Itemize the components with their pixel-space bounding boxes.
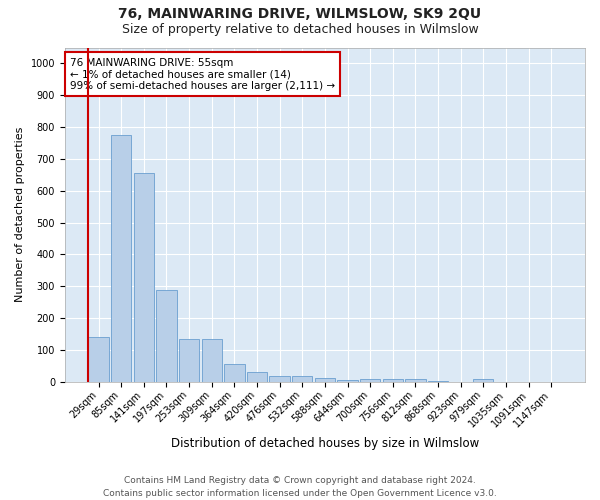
Bar (428, 381, 448, 382)
Bar (292, 376, 313, 382)
Bar (269, 376, 290, 382)
Text: 76 MAINWARING DRIVE: 55sqm
← 1% of detached houses are smaller (14)
99% of semi-: 76 MAINWARING DRIVE: 55sqm ← 1% of detac… (70, 58, 335, 90)
Bar (383, 380, 403, 382)
Bar (111, 135, 131, 382)
X-axis label: Distribution of detached houses by size in Wilmslow: Distribution of detached houses by size … (171, 437, 479, 450)
Bar (360, 378, 380, 382)
Text: Size of property relative to detached houses in Wilmslow: Size of property relative to detached ho… (122, 22, 478, 36)
Text: 76, MAINWARING DRIVE, WILMSLOW, SK9 2QU: 76, MAINWARING DRIVE, WILMSLOW, SK9 2QU (118, 8, 482, 22)
Bar (88, 338, 109, 382)
Bar (179, 339, 199, 382)
Bar (315, 378, 335, 382)
Bar (405, 380, 425, 382)
Y-axis label: Number of detached properties: Number of detached properties (15, 127, 25, 302)
Bar (337, 380, 358, 382)
Bar (247, 372, 267, 382)
Bar (157, 290, 176, 382)
Bar (134, 174, 154, 382)
Text: Contains HM Land Registry data © Crown copyright and database right 2024.
Contai: Contains HM Land Registry data © Crown c… (103, 476, 497, 498)
Bar (224, 364, 245, 382)
Bar (202, 339, 222, 382)
Bar (473, 380, 493, 382)
